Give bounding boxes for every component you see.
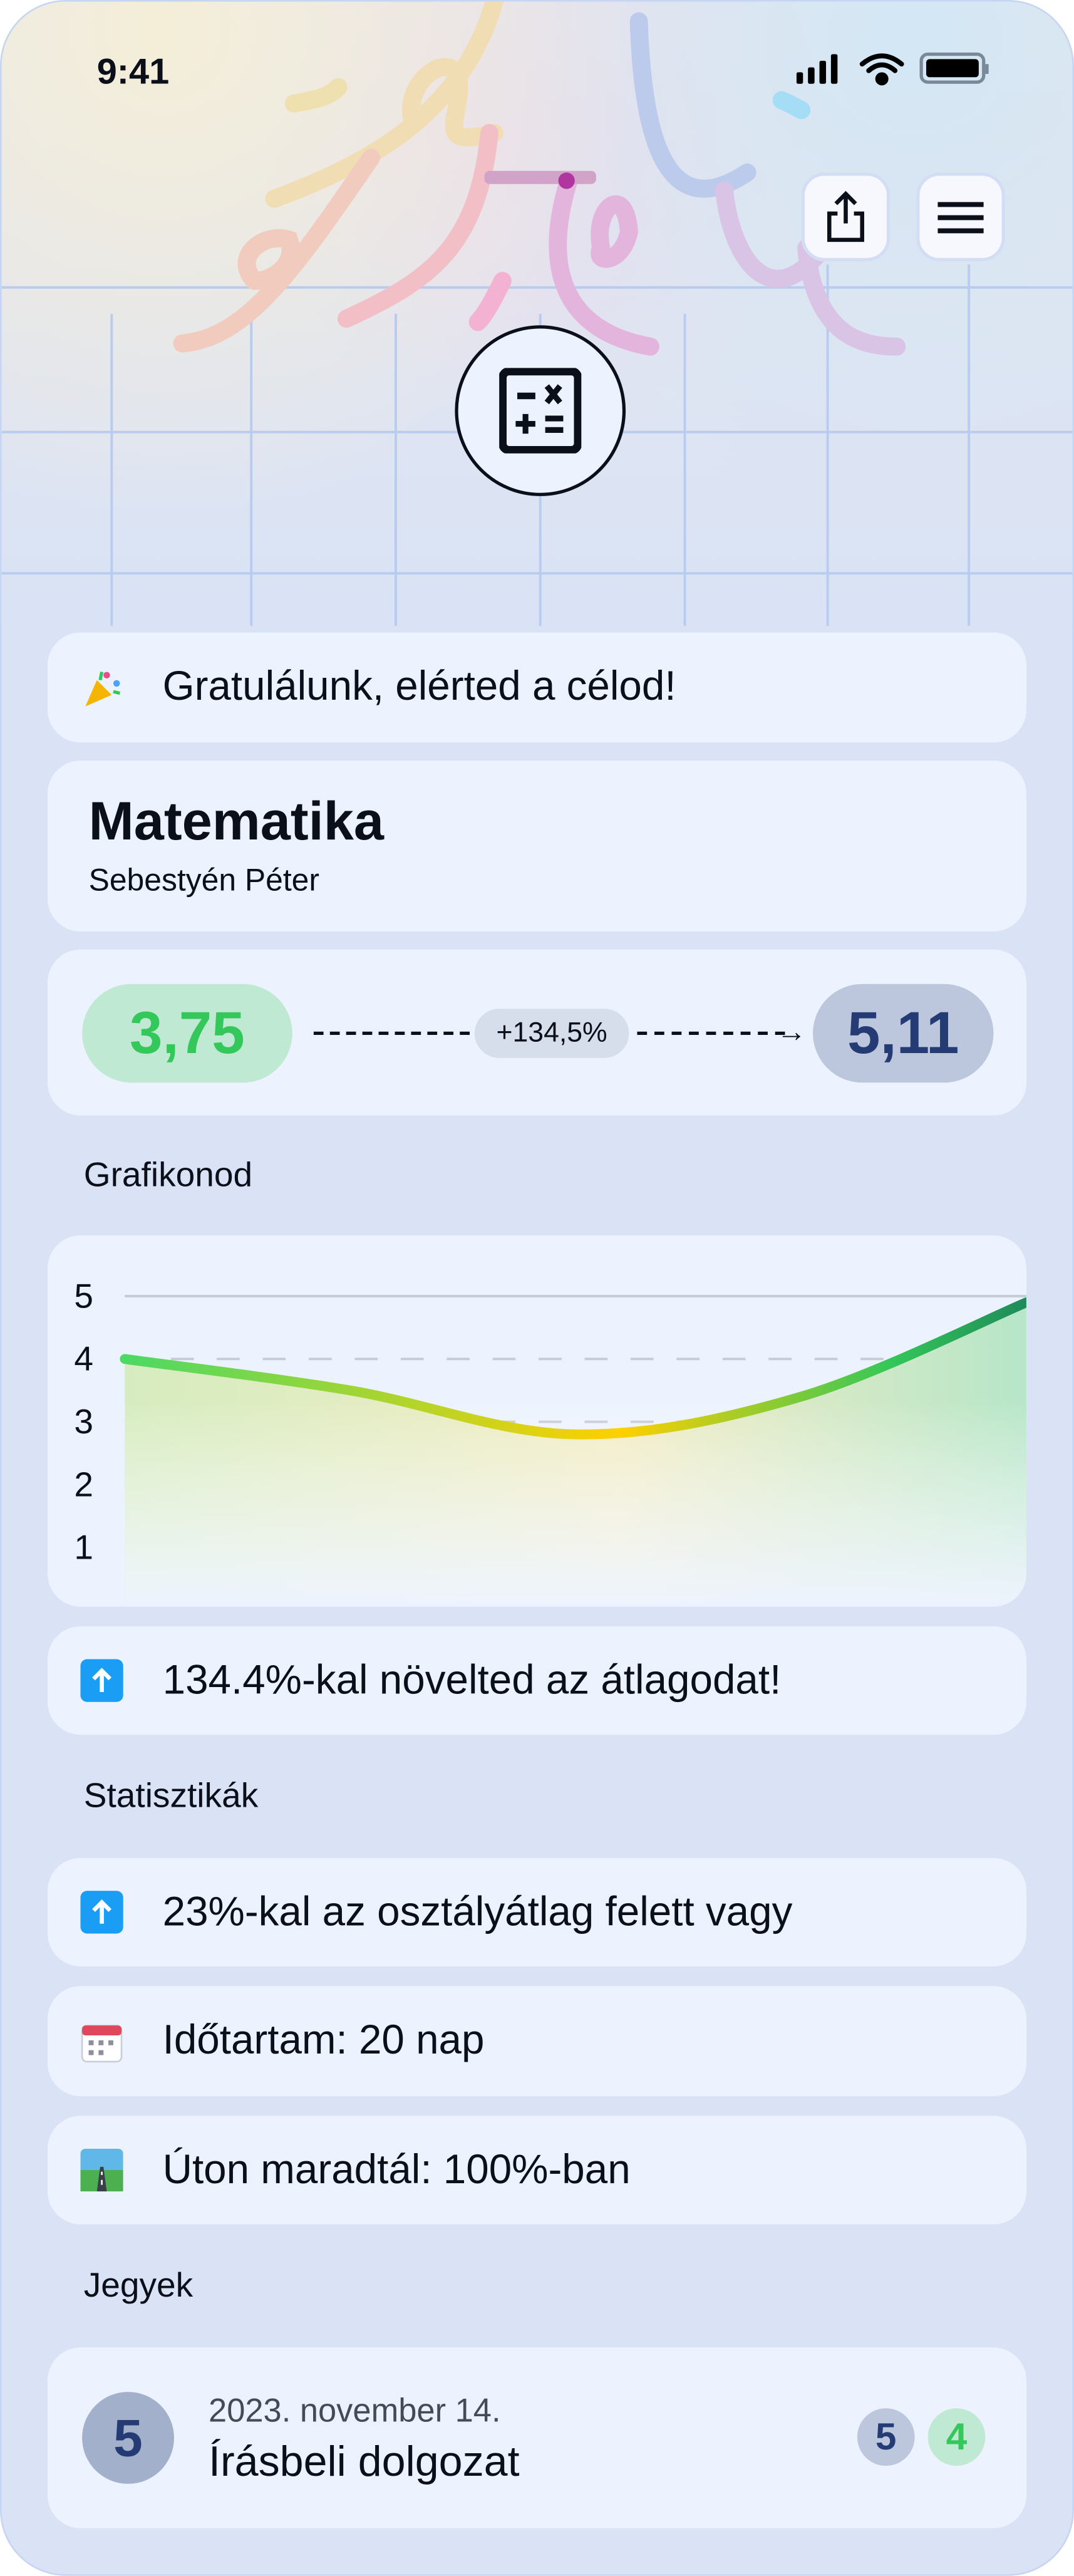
dashed-line: [313, 1031, 470, 1036]
goal-reached-banner: Gratulálunk, elérted a célod!: [48, 632, 1026, 743]
average-after-badge: 4: [927, 2408, 986, 2466]
party-popper-icon: [80, 666, 123, 709]
y-tick-label: 3: [74, 1402, 93, 1441]
stats-section-title: Statisztikák: [83, 1777, 259, 1815]
subject-card: Matematika Sebestyén Péter: [48, 761, 1026, 932]
up-arrow-icon: [80, 1891, 123, 1934]
calculator-icon: [499, 368, 582, 454]
status-icons: [796, 52, 989, 86]
grade-chart: 5 4 3 2 1: [74, 1276, 1026, 1607]
stat-item: Úton maradtál: 100%-ban: [48, 2116, 1026, 2225]
start-average: 3,75: [82, 984, 292, 1083]
chart-section-title: Grafikonod: [83, 1156, 253, 1195]
grade-badge: 5: [82, 2392, 174, 2484]
grade-title: Írásbeli dolgozat: [209, 2436, 520, 2486]
up-arrow-icon: [80, 1659, 123, 1702]
signal-icon: [796, 54, 838, 84]
stat-item: 23%-kal az osztályátlag felett vagy: [48, 1857, 1026, 1966]
calendar-icon: [80, 2020, 123, 2062]
average-progress-card: 3,75 +134,5% → 5,11: [48, 949, 1026, 1116]
wifi-icon: [859, 53, 904, 86]
y-tick-label: 2: [74, 1465, 93, 1504]
share-button[interactable]: [801, 172, 891, 261]
share-icon: [827, 190, 864, 242]
dashed-line: [637, 1031, 785, 1036]
hamburger-menu-icon: [937, 202, 984, 234]
average-before-badge: 5: [857, 2408, 915, 2466]
menu-button[interactable]: [916, 172, 1005, 261]
stat-text: 23%-kal az osztályátlag felett vagy: [162, 1888, 793, 1935]
stat-text: Időtartam: 20 nap: [162, 2017, 485, 2064]
teacher-name: Sebestyén Péter: [88, 864, 319, 899]
grades-section-title: Jegyek: [83, 2267, 194, 2305]
improvement-card: 134.4%-kal növelted az átlagodat!: [48, 1626, 1026, 1735]
subject-title: Matematika: [88, 790, 384, 851]
y-tick-label: 1: [74, 1528, 93, 1567]
hero-header: 9:41: [1, 1, 1073, 626]
chart-line: [120, 1297, 1026, 1440]
change-badge: +134,5%: [474, 1009, 629, 1058]
y-tick-label: 4: [74, 1339, 93, 1378]
end-average: 5,11: [813, 984, 994, 1083]
chart-card: 5 4 3 2 1: [48, 1235, 1026, 1607]
doodle-background: [1, 1, 1073, 626]
grid-lines: [1, 264, 1073, 626]
grade-list-item[interactable]: 5 2023. november 14. Írásbeli dolgozat 5…: [48, 2347, 1026, 2528]
battery-icon: [919, 52, 989, 84]
banner-text: Gratulálunk, elérted a célod!: [162, 663, 676, 710]
road-icon: [80, 2148, 123, 2192]
stat-text: Úton maradtál: 100%-ban: [162, 2146, 631, 2193]
stat-item: Időtartam: 20 nap: [48, 1986, 1026, 2097]
subject-icon-badge: [455, 325, 626, 496]
arrow-right-icon: →: [777, 1015, 807, 1049]
improvement-text: 134.4%-kal növelted az átlagodat!: [162, 1656, 782, 1703]
status-time: 9:41: [96, 51, 170, 92]
y-tick-label: 5: [74, 1276, 93, 1315]
grade-date: 2023. november 14.: [209, 2393, 501, 2430]
